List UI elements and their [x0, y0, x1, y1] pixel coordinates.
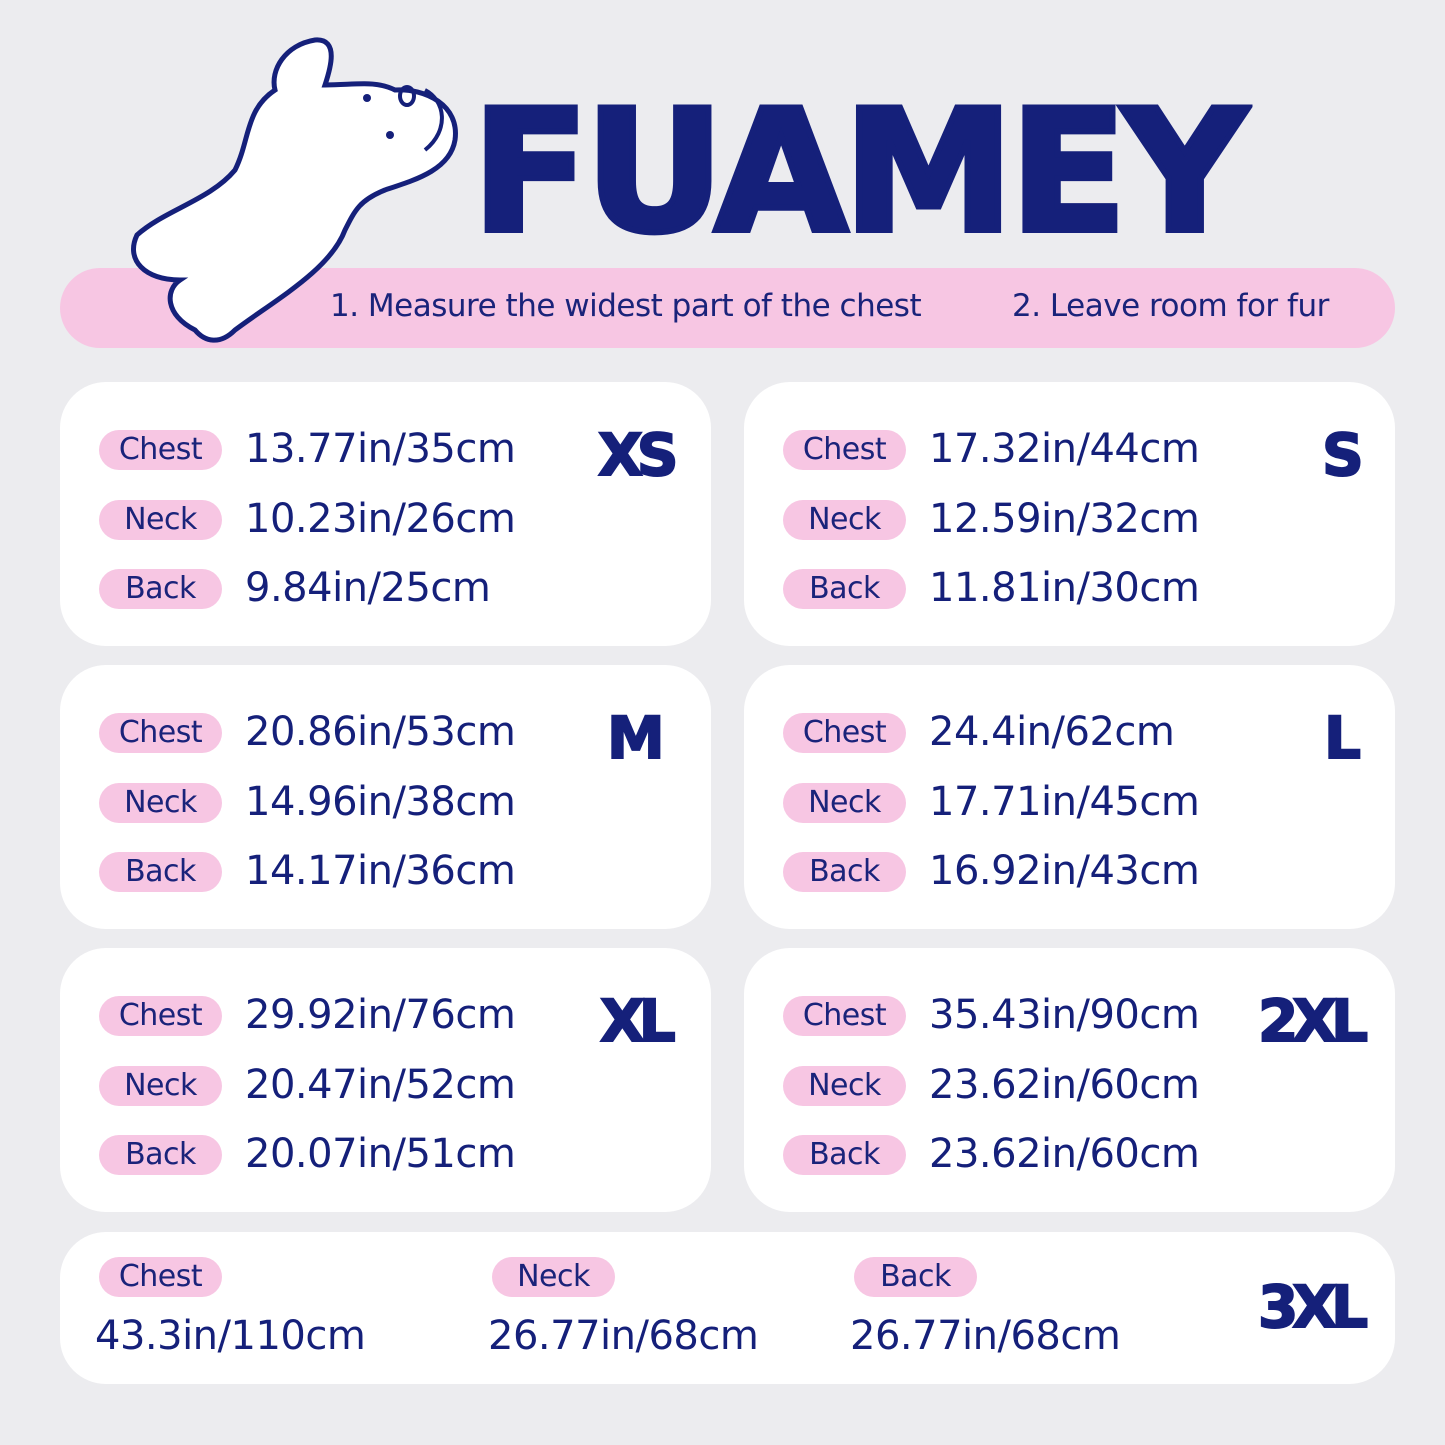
label-chest: Chest	[99, 996, 222, 1036]
value-chest: 24.4in/62cm	[929, 709, 1175, 755]
label-neck: Neck	[99, 782, 222, 823]
value-back: 14.17in/36cm	[245, 848, 516, 894]
size-label: M	[606, 704, 666, 772]
value-chest: 17.32in/44cm	[929, 426, 1200, 472]
value-back: 26.77in/68cm	[850, 1313, 1121, 1359]
dog-mascot-icon	[131, 37, 458, 343]
label-back: Back	[783, 569, 906, 609]
label-neck: Neck	[492, 1257, 615, 1297]
value-back: 20.07in/51cm	[245, 1131, 516, 1177]
tip-measure: 1. Measure the widest part of the chest	[330, 288, 922, 324]
tip-fur: 2. Leave room for fur	[1012, 288, 1329, 324]
brand-logo: FUAMEY	[469, 74, 1250, 270]
label-back: Back	[783, 852, 906, 892]
label-chest: Chest	[99, 713, 222, 753]
value-chest: 35.43in/90cm	[929, 992, 1200, 1038]
label-neck: Neck	[783, 1065, 906, 1106]
label-chest: Chest	[783, 996, 906, 1036]
label-chest: Chest	[783, 713, 906, 753]
label-neck: Neck	[99, 499, 222, 540]
value-back: 9.84in/25cm	[245, 565, 491, 611]
value-neck: 14.96in/38cm	[245, 778, 516, 825]
label-chest: Chest	[783, 430, 906, 470]
label-neck: Neck	[783, 782, 906, 823]
value-neck: 10.23in/26cm	[245, 495, 516, 542]
size-label: XS	[597, 421, 679, 489]
label-back: Back	[99, 569, 222, 609]
size-label: XL	[599, 987, 677, 1055]
value-chest: 13.77in/35cm	[245, 426, 516, 472]
value-chest: 43.3in/110cm	[95, 1313, 366, 1359]
value-neck: 12.59in/32cm	[929, 495, 1200, 542]
label-back: Back	[854, 1257, 977, 1297]
value-neck: 17.71in/45cm	[929, 778, 1200, 825]
value-back: 16.92in/43cm	[929, 848, 1200, 894]
size-label: L	[1323, 704, 1362, 772]
value-neck: 23.62in/60cm	[929, 1061, 1200, 1108]
value-neck: 20.47in/52cm	[245, 1061, 516, 1108]
size-label: 3XL	[1257, 1273, 1369, 1341]
value-neck: 26.77in/68cm	[488, 1313, 759, 1359]
value-chest: 20.86in/53cm	[245, 709, 516, 755]
size-card-3xl	[60, 1232, 1395, 1384]
label-back: Back	[99, 852, 222, 892]
label-neck: Neck	[99, 1065, 222, 1106]
size-label: 2XL	[1257, 987, 1369, 1055]
label-neck: Neck	[783, 499, 906, 540]
label-back: Back	[99, 1135, 222, 1175]
size-label: S	[1321, 421, 1365, 489]
value-back: 23.62in/60cm	[929, 1131, 1200, 1177]
label-chest: Chest	[99, 430, 222, 470]
value-back: 11.81in/30cm	[929, 565, 1200, 611]
label-chest: Chest	[99, 1257, 222, 1297]
label-back: Back	[783, 1135, 906, 1175]
value-chest: 29.92in/76cm	[245, 992, 516, 1038]
